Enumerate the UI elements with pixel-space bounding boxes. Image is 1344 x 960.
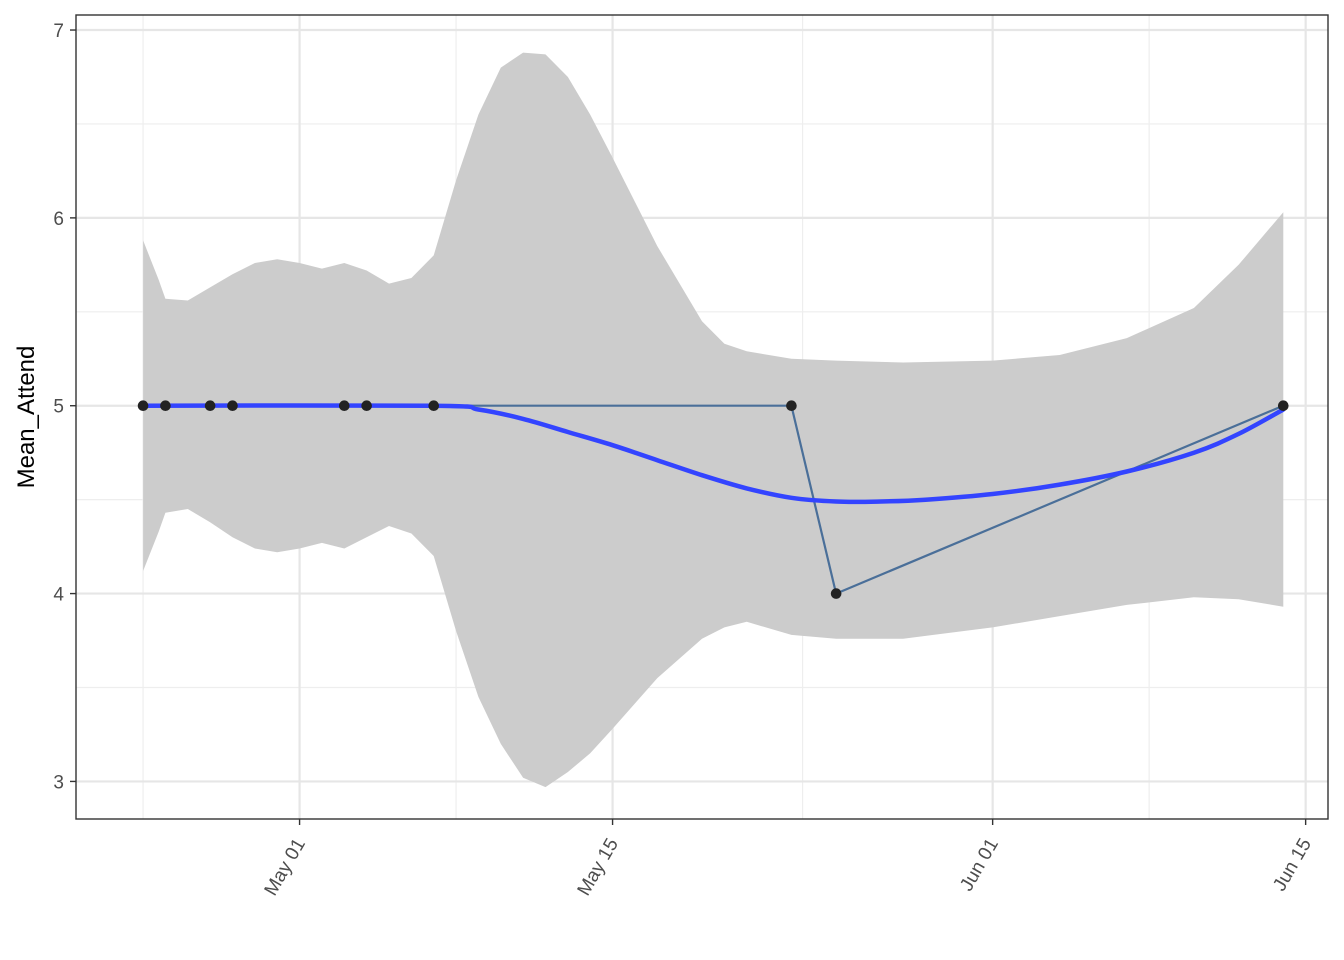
data-points-layer bbox=[137, 400, 1289, 599]
data-point bbox=[160, 400, 171, 412]
data-point bbox=[204, 400, 216, 412]
y-tick-label: 3 bbox=[53, 772, 64, 793]
confidence-band bbox=[143, 52, 1284, 788]
smooth-line-layer bbox=[140, 403, 1286, 505]
panel-border bbox=[75, 14, 1329, 820]
data-point bbox=[137, 400, 149, 412]
y-tick-label: 4 bbox=[53, 585, 64, 606]
data-point bbox=[361, 400, 372, 412]
y-tick-label: 7 bbox=[53, 21, 64, 42]
data-point bbox=[338, 400, 350, 412]
y-axis: 3 4 5 6 7 bbox=[53, 21, 76, 793]
data-point bbox=[428, 400, 440, 412]
data-point bbox=[1277, 400, 1289, 412]
smooth-line bbox=[140, 403, 1286, 505]
y-tick-label: 5 bbox=[53, 397, 64, 418]
data-point bbox=[227, 400, 238, 412]
y-axis-title: Mean_Attend bbox=[13, 346, 40, 489]
data-point bbox=[830, 588, 842, 599]
confidence-band-layer bbox=[143, 52, 1284, 788]
data-point bbox=[786, 400, 797, 412]
y-tick-label: 6 bbox=[53, 209, 64, 230]
